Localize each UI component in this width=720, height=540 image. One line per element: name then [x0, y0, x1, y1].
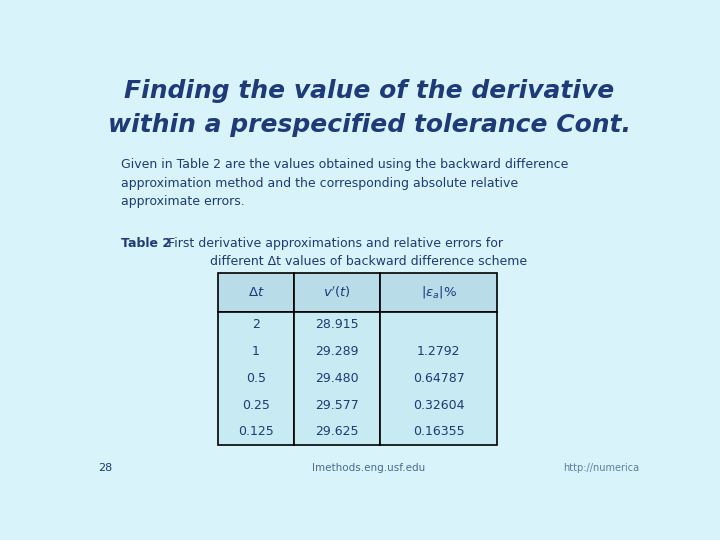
Bar — [294, 273, 380, 312]
Text: Finding the value of the derivative: Finding the value of the derivative — [124, 79, 614, 103]
Text: 0.32604: 0.32604 — [413, 399, 464, 411]
Text: 29.625: 29.625 — [315, 426, 359, 438]
Text: $\Delta t$: $\Delta t$ — [248, 286, 264, 299]
Bar — [380, 312, 498, 446]
Text: 28.915: 28.915 — [315, 319, 359, 332]
Bar — [294, 312, 380, 446]
Bar — [218, 273, 294, 312]
Text: 0.125: 0.125 — [238, 426, 274, 438]
Text: lmethods.eng.usf.edu: lmethods.eng.usf.edu — [312, 463, 426, 473]
Bar — [380, 273, 498, 312]
Text: 0.16355: 0.16355 — [413, 426, 464, 438]
Text: Given in Table 2 are the values obtained using the backward difference
approxima: Given in Table 2 are the values obtained… — [121, 158, 568, 208]
Text: 2: 2 — [252, 319, 260, 332]
Bar — [218, 312, 294, 446]
Text: 29.289: 29.289 — [315, 345, 359, 358]
Text: 28: 28 — [99, 463, 112, 473]
Text: $|\varepsilon_a|\%$: $|\varepsilon_a|\%$ — [420, 284, 456, 300]
Text: 1.2792: 1.2792 — [417, 345, 461, 358]
Text: First derivative approximations and relative errors for: First derivative approximations and rela… — [163, 238, 503, 251]
Text: 0.25: 0.25 — [242, 399, 270, 411]
Text: 0.5: 0.5 — [246, 372, 266, 385]
Text: 29.577: 29.577 — [315, 399, 359, 411]
Text: Table 2: Table 2 — [121, 238, 171, 251]
Text: 1: 1 — [252, 345, 260, 358]
Text: within a prespecified tolerance Cont.: within a prespecified tolerance Cont. — [107, 113, 631, 137]
Text: http://numerica: http://numerica — [564, 463, 639, 473]
Text: $v'(t)$: $v'(t)$ — [323, 285, 351, 300]
Text: different Δt values of backward difference scheme: different Δt values of backward differen… — [210, 255, 528, 268]
Text: 0.64787: 0.64787 — [413, 372, 464, 385]
Text: 29.480: 29.480 — [315, 372, 359, 385]
